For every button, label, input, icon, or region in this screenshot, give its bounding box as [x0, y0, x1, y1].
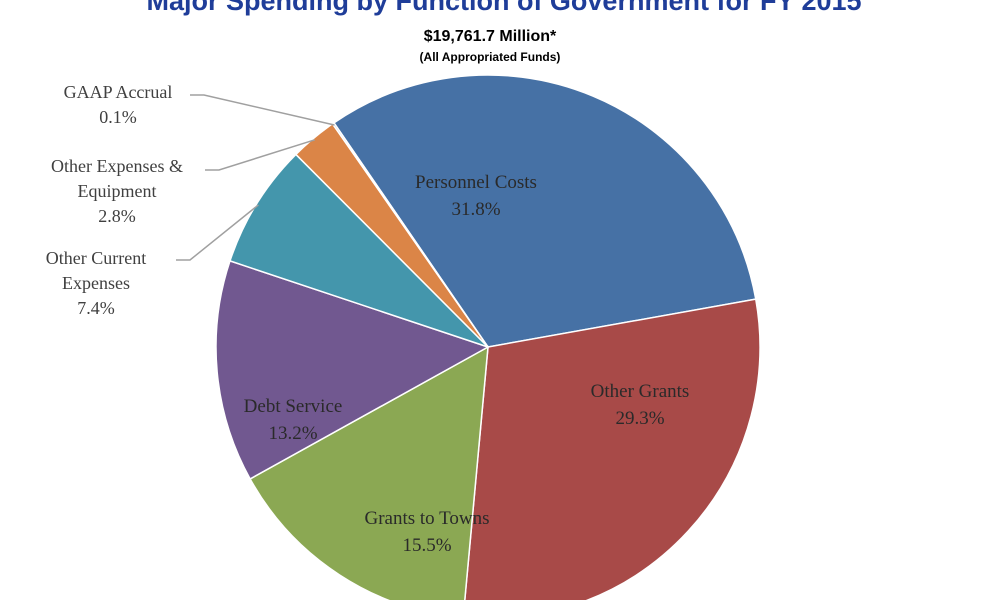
- slice-value-debt-service: 13.2%: [268, 423, 317, 444]
- pie-slice-personnel-costs: [332, 74, 757, 348]
- leader-line-other-expenses-and-equipment: [205, 139, 316, 171]
- chart-title: Major Spending by Function of Government…: [146, 0, 862, 16]
- slice-value-other-grants: 29.3%: [615, 408, 664, 429]
- slice-value-grants-to-towns: 15.5%: [402, 535, 451, 556]
- chart-subtitle: $19,761.7 Million*: [423, 28, 557, 45]
- leader-line-other-current-expenses: [176, 204, 259, 261]
- slice-label-personnel-costs: Personnel Costs: [415, 172, 537, 193]
- slice-label-other-expenses-and-equipment: Other Expenses &: [51, 156, 183, 176]
- slice-label-other-expenses-and-equipment-line-2: Equipment: [78, 181, 157, 201]
- leader-line-gaap-accrual: [190, 94, 335, 126]
- slice-value-other-expenses-and-equipment: 2.8%: [98, 206, 136, 226]
- slice-label-other-current-expenses-line-2: Expenses: [62, 273, 130, 293]
- slice-value-other-current-expenses: 7.4%: [77, 298, 115, 318]
- slice-label-other-grants: Other Grants: [591, 381, 690, 402]
- pie-slice-other-grants: [464, 298, 761, 600]
- slice-value-gaap-accrual: 0.1%: [99, 107, 137, 127]
- slice-label-debt-service: Debt Service: [244, 396, 343, 417]
- pie-slice-other-current-expenses: [229, 153, 489, 348]
- chart-note: (All Appropriated Funds): [419, 50, 561, 64]
- slice-label-other-current-expenses: Other Current: [46, 248, 146, 268]
- slice-label-gaap-accrual: GAAP Accrual: [64, 82, 173, 102]
- slice-value-personnel-costs: 31.8%: [451, 199, 500, 220]
- pie-slice-grants-to-towns: [249, 345, 489, 600]
- slice-label-grants-to-towns: Grants to Towns: [365, 508, 490, 529]
- pie-slice-debt-service: [215, 259, 490, 480]
